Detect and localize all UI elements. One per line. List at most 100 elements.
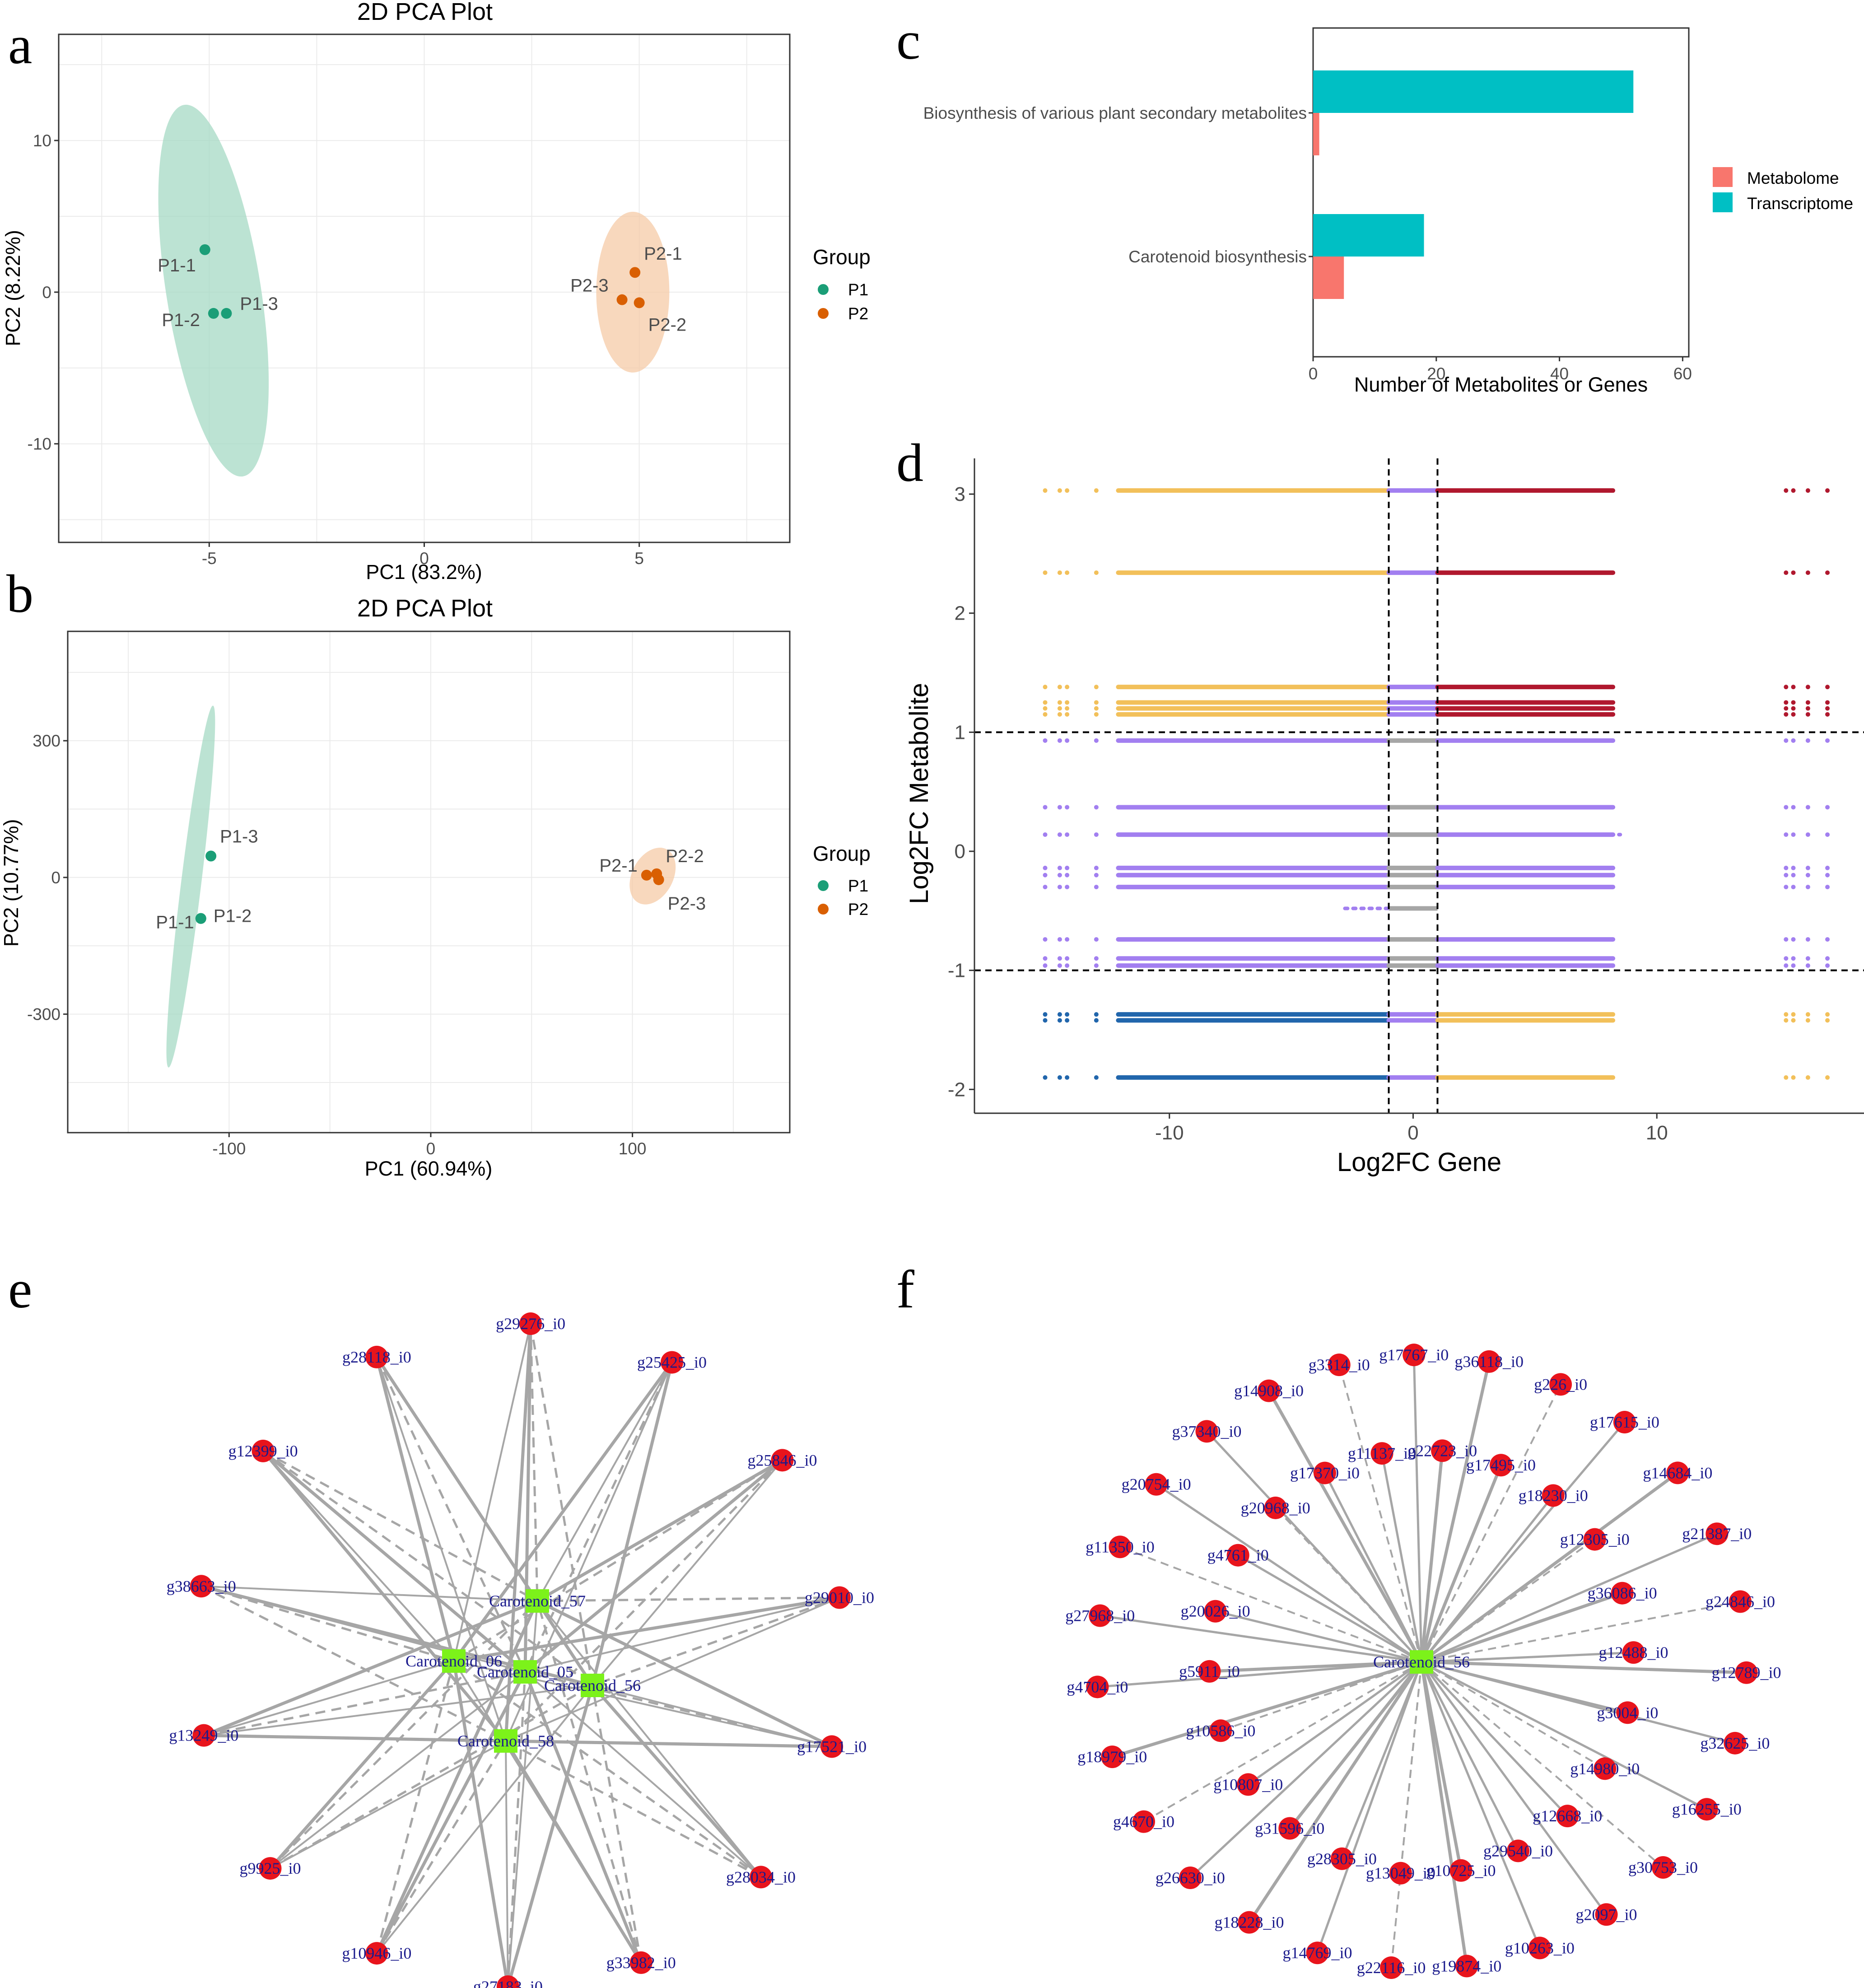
metabolite-node-label: Carotenoid_06 <box>405 1652 502 1670</box>
network-edge <box>1420 1661 1608 1915</box>
outlier-point <box>1057 873 1062 877</box>
panel-label-a: a <box>8 15 32 75</box>
outlier-point <box>1791 712 1796 717</box>
gene-node <box>1729 1590 1752 1613</box>
legend: Metabolome Transcriptome <box>1713 167 1853 213</box>
x-tick-label: 0 <box>419 549 429 568</box>
outlier-point <box>1805 488 1810 493</box>
outlier-point <box>1791 700 1796 705</box>
sample-label: P2-3 <box>570 276 609 296</box>
outlier-point <box>1065 865 1070 870</box>
outlier-point <box>1043 738 1048 743</box>
gene-node-label: g10586_i0 <box>1186 1722 1255 1740</box>
gene-node <box>661 1351 684 1374</box>
network-edge <box>1421 1494 1554 1663</box>
outlier-point <box>1057 738 1062 743</box>
outlier-point <box>1825 885 1830 890</box>
gene-node <box>1595 1903 1618 1926</box>
outlier-point <box>1094 706 1099 711</box>
gene-node <box>365 1942 388 1965</box>
network-edge <box>375 1671 527 1954</box>
outlier-point <box>1825 832 1830 837</box>
sample-label: P2-3 <box>668 894 706 914</box>
gene-node <box>828 1586 851 1609</box>
gene-node-label: g37340_i0 <box>1172 1422 1241 1440</box>
y-axis-title: PC2 (10.77%) <box>0 819 23 947</box>
legend-swatch-transcriptome <box>1713 192 1733 212</box>
x-tick-label: 40 <box>1550 364 1569 383</box>
gene-node-label: g22723_i0 <box>1407 1442 1477 1460</box>
network-edge <box>1323 1472 1423 1663</box>
outlier-point <box>1094 685 1099 690</box>
gene-node <box>1403 1344 1426 1367</box>
y-tick-label: 3 <box>955 483 965 505</box>
gene-node <box>1652 1856 1675 1879</box>
network-edge <box>270 1671 526 1869</box>
network-edge <box>204 1685 593 1736</box>
outlier-point <box>1784 885 1789 890</box>
gene-node-label: g4670_i0 <box>1113 1813 1174 1831</box>
gene-node-label: g18228_i0 <box>1214 1913 1284 1932</box>
network-edge <box>1209 1660 1422 1673</box>
gene-node <box>1490 1454 1513 1477</box>
legend: Group P1 P2 <box>813 842 871 919</box>
outlier-point <box>1094 712 1099 717</box>
outlier-point <box>1791 865 1796 870</box>
outlier-point <box>1065 1075 1070 1080</box>
gene-node <box>1542 1484 1565 1507</box>
gene-node-label: g4761_i0 <box>1207 1546 1269 1564</box>
network-edge <box>536 1600 762 1878</box>
network-edge <box>453 1323 532 1661</box>
outlier-point <box>1043 1075 1048 1080</box>
network-edge <box>591 1362 674 1686</box>
gene-node-label: g20754_i0 <box>1122 1475 1191 1493</box>
legend-marker-p2 <box>818 308 829 319</box>
network-edge <box>504 1740 643 1964</box>
outlier-point <box>1065 805 1070 810</box>
outlier-point <box>1825 488 1830 493</box>
gene-node-label: g10725_i0 <box>1426 1862 1496 1880</box>
outlier-point <box>1791 1012 1796 1017</box>
gene-node-label: g29276_i0 <box>496 1315 565 1333</box>
network-edge <box>529 1323 594 1686</box>
outlier-point <box>1065 1018 1070 1023</box>
gene-node <box>629 1951 652 1974</box>
outlier-point <box>1825 685 1830 690</box>
outlier-point <box>1825 865 1830 870</box>
metabolite-node-label: Carotenoid_56 <box>1373 1653 1470 1671</box>
gene-node-label: g2097_i0 <box>1576 1905 1637 1923</box>
x-tick-label: -10 <box>1155 1122 1184 1144</box>
y-tick-label: -1 <box>948 960 965 982</box>
outlier-point <box>1784 963 1789 968</box>
gene-node-label: g10263_i0 <box>1505 1939 1575 1957</box>
gene-node-label: g20026_i0 <box>1181 1602 1250 1620</box>
outlier-point <box>1805 1075 1810 1080</box>
gene-node-label: g17521_i0 <box>797 1737 867 1755</box>
gene-node <box>1179 1867 1202 1890</box>
gene-node <box>1431 1439 1454 1462</box>
panel-label-d: d <box>896 433 923 493</box>
gene-node-label: g21387_i0 <box>1682 1525 1752 1543</box>
metabolite-node-label: Carotenoid_57 <box>489 1592 586 1610</box>
gene-node-label: g9925_i0 <box>239 1859 301 1877</box>
gene-node-label: g24846_i0 <box>1706 1592 1775 1610</box>
legend: Group P1 P2 <box>813 245 871 323</box>
outlier-point <box>1057 1075 1062 1080</box>
outlier-point <box>1805 885 1810 890</box>
x-tick-label: -100 <box>212 1139 246 1158</box>
gene-node-label: g14908_i0 <box>1234 1382 1304 1400</box>
gene-node-label: g12789_i0 <box>1712 1664 1781 1682</box>
gene-node <box>1556 1805 1579 1828</box>
network-edge <box>504 1323 532 1741</box>
chart-title: 2D PCA Plot <box>357 595 493 622</box>
network-edge <box>1143 1661 1422 1823</box>
outlier-point <box>1094 937 1099 942</box>
x-axis-title: PC1 (83.2%) <box>366 560 482 583</box>
sample-label: P1-3 <box>220 826 258 846</box>
network-edge <box>1206 1430 1422 1663</box>
network-edge <box>1421 1384 1561 1662</box>
outlier-point <box>1784 956 1789 961</box>
network-edge <box>505 1739 832 1748</box>
outlier-point <box>1065 885 1070 890</box>
